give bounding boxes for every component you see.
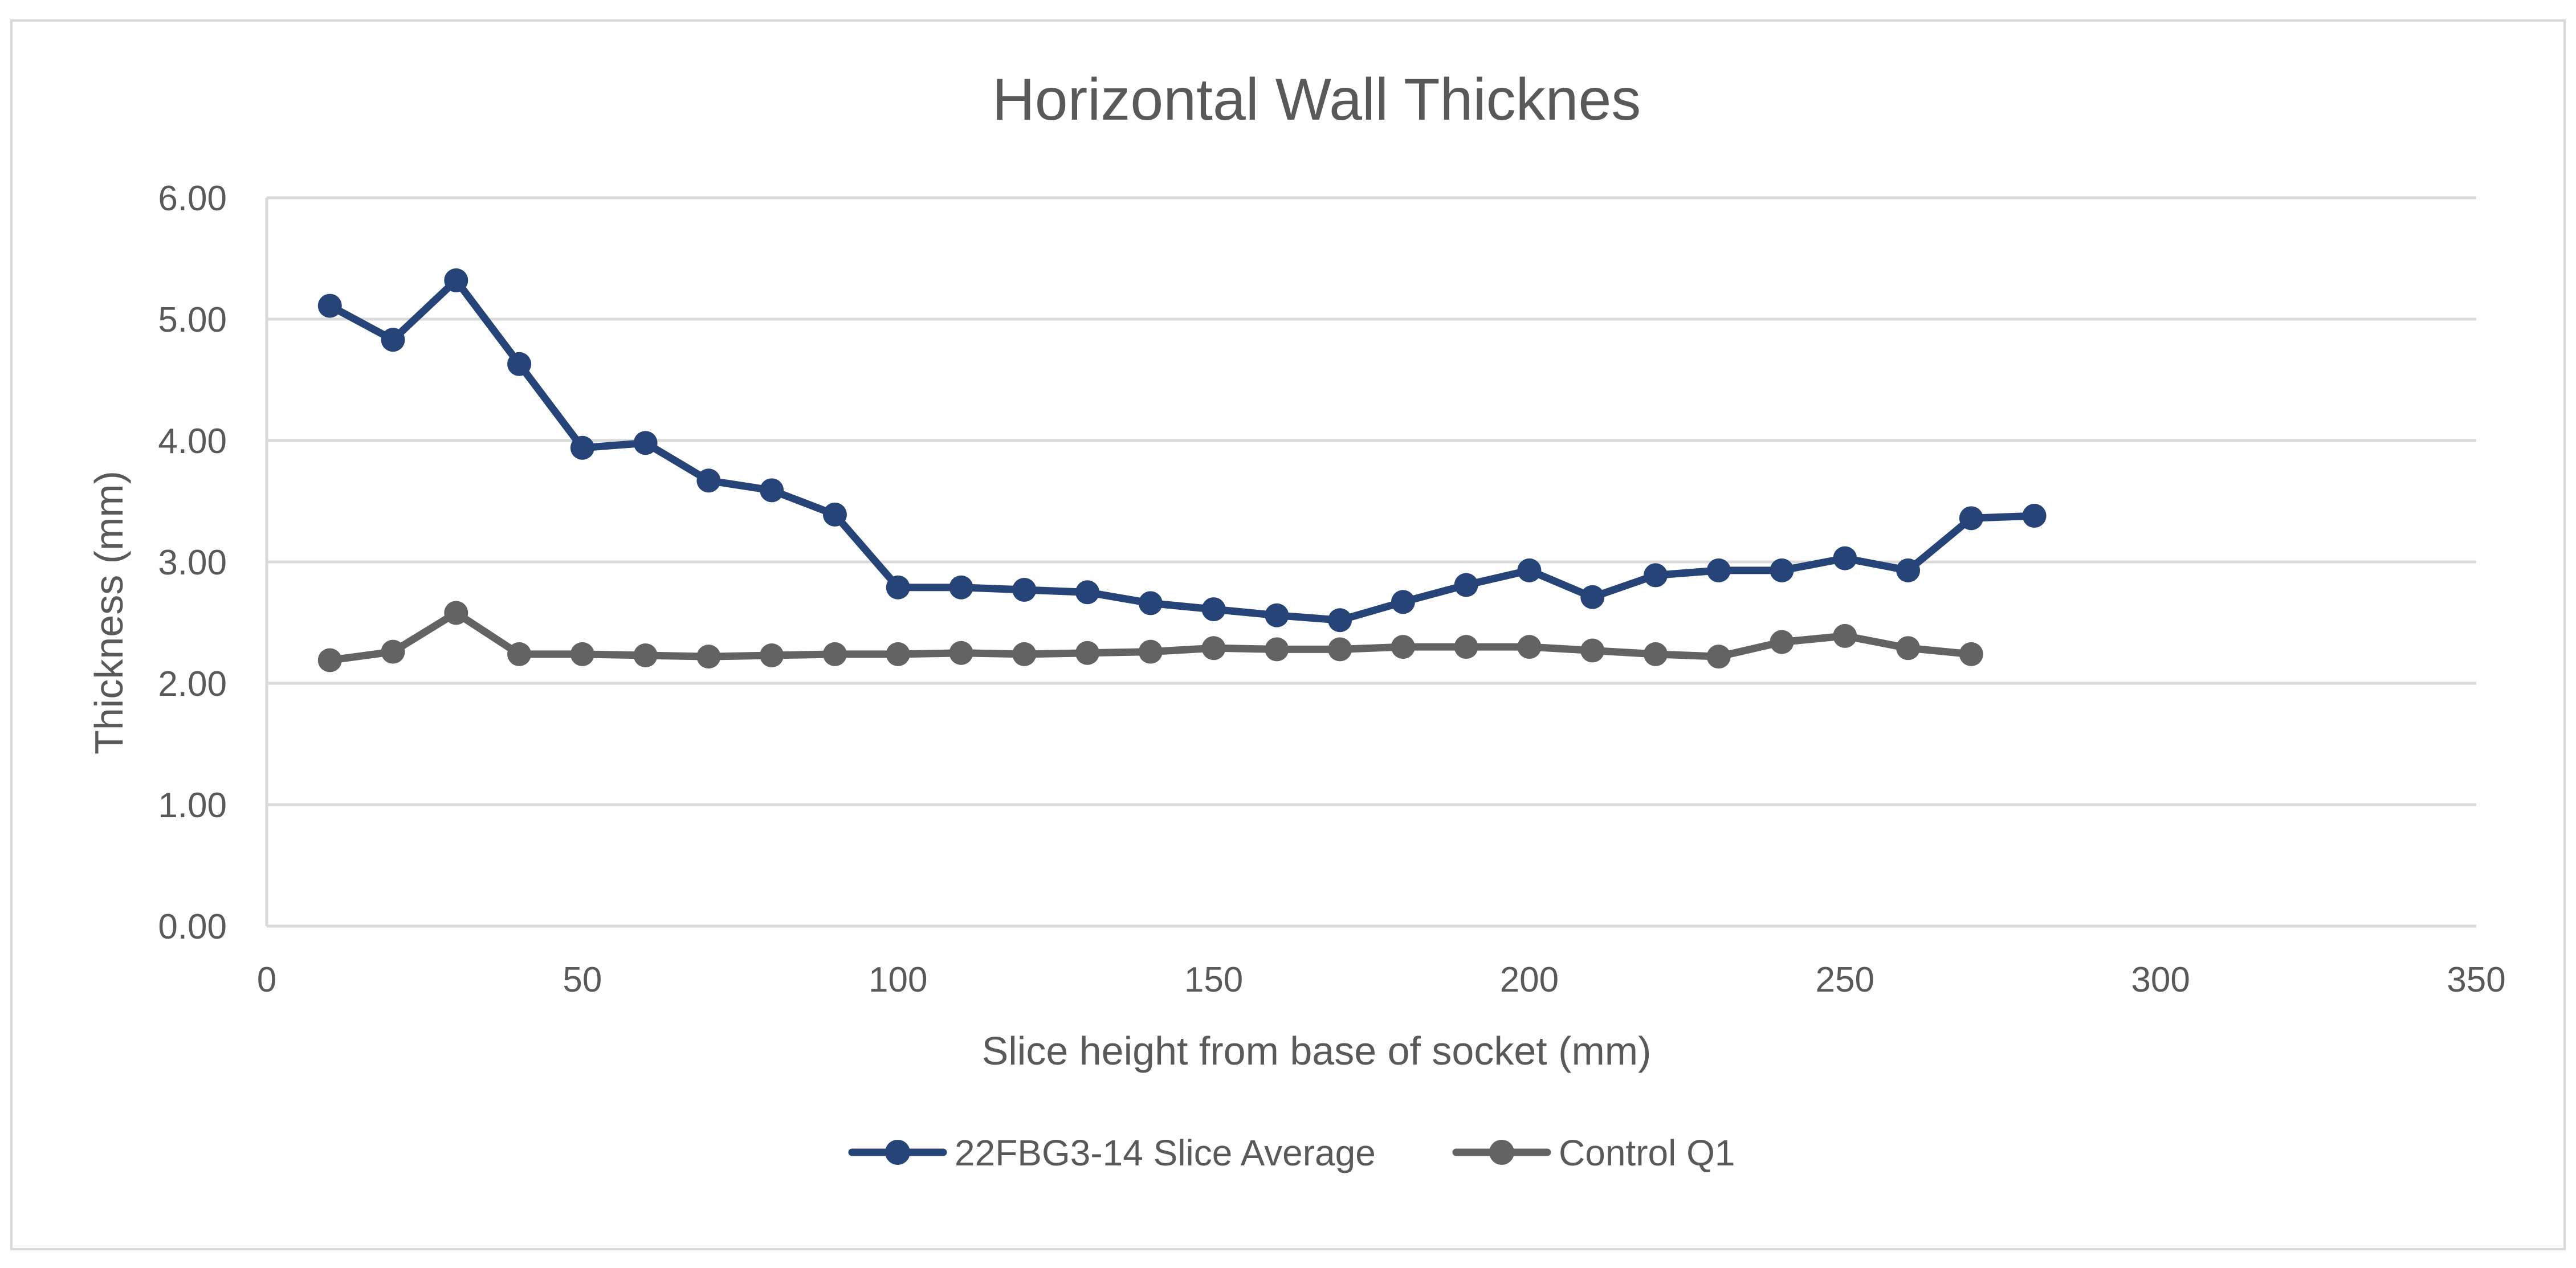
legend[interactable]: 22FBG3-14 Slice Average Control Q1 bbox=[848, 1132, 1735, 1173]
y-tick-label: 4.00 bbox=[158, 422, 227, 461]
legend-point-marker bbox=[885, 1140, 910, 1165]
data-point bbox=[949, 575, 973, 600]
y-tick-label: 3.00 bbox=[158, 543, 227, 582]
data-point bbox=[1201, 597, 1226, 622]
x-tick-label: 300 bbox=[2131, 960, 2190, 1000]
y-tick-label: 1.00 bbox=[158, 786, 227, 825]
data-point bbox=[696, 468, 721, 493]
chart-area-border bbox=[10, 19, 2566, 1250]
data-point bbox=[886, 642, 910, 666]
x-tick-label: 100 bbox=[869, 960, 927, 1000]
data-point bbox=[1643, 642, 1668, 666]
data-point bbox=[1896, 636, 1921, 660]
data-point bbox=[1517, 558, 1542, 582]
data-point bbox=[1833, 623, 1857, 648]
x-tick-label: 250 bbox=[1816, 960, 1874, 1000]
x-axis-ticks: 0 50 100 150 200 250 300 350 bbox=[257, 960, 2506, 1000]
data-point bbox=[1265, 637, 1289, 662]
series-1 bbox=[317, 268, 2047, 633]
data-point bbox=[1138, 639, 1163, 664]
data-point bbox=[822, 642, 847, 666]
data-point bbox=[444, 601, 468, 625]
data-point bbox=[444, 268, 468, 292]
data-point bbox=[2022, 504, 2047, 528]
data-point bbox=[1959, 642, 1983, 666]
y-tick-label: 2.00 bbox=[158, 664, 227, 704]
data-point bbox=[1517, 635, 1542, 659]
data-point bbox=[1391, 635, 1415, 659]
data-point bbox=[1770, 558, 1794, 582]
data-point bbox=[381, 328, 405, 352]
data-point bbox=[317, 293, 342, 318]
data-point bbox=[317, 648, 342, 672]
data-point bbox=[1391, 590, 1415, 614]
data-point bbox=[570, 435, 594, 460]
data-point bbox=[1012, 642, 1037, 666]
data-point bbox=[760, 643, 784, 668]
data-point bbox=[1833, 546, 1857, 570]
x-tick-label: 200 bbox=[1500, 960, 1559, 1000]
data-point bbox=[633, 643, 658, 668]
series-line bbox=[326, 276, 2039, 624]
data-point bbox=[1012, 577, 1037, 602]
legend-label: 22FBG3-14 Slice Average bbox=[955, 1132, 1376, 1173]
x-tick-label: 50 bbox=[563, 960, 602, 1000]
data-point bbox=[1706, 645, 1731, 669]
data-point bbox=[822, 502, 847, 527]
data-point bbox=[1770, 630, 1794, 654]
y-tick-label: 6.00 bbox=[158, 179, 227, 218]
legend-item[interactable]: 22FBG3-14 Slice Average bbox=[848, 1132, 1376, 1173]
legend-label: Control Q1 bbox=[1559, 1132, 1735, 1173]
data-point bbox=[1328, 637, 1352, 662]
x-axis-title: Slice height from base of socket (mm) bbox=[982, 1029, 1652, 1073]
data-point bbox=[1138, 591, 1163, 615]
chart-title: Horizontal Wall Thicknes bbox=[992, 67, 1641, 133]
data-point bbox=[949, 641, 973, 665]
y-tick-label: 0.00 bbox=[158, 907, 227, 947]
data-point bbox=[696, 645, 721, 669]
x-tick-label: 150 bbox=[1184, 960, 1243, 1000]
data-point bbox=[1580, 585, 1605, 609]
data-point bbox=[1643, 563, 1668, 588]
data-point bbox=[1706, 558, 1731, 582]
data-point bbox=[1959, 506, 1983, 531]
x-tick-label: 0 bbox=[257, 960, 276, 1000]
data-point bbox=[507, 352, 532, 376]
gridlines bbox=[267, 196, 2476, 806]
data-point bbox=[381, 639, 405, 664]
data-point bbox=[1075, 580, 1100, 605]
data-point bbox=[1580, 638, 1605, 663]
data-point bbox=[1201, 636, 1226, 660]
data-point bbox=[570, 642, 594, 666]
data-point bbox=[760, 478, 784, 503]
data-point bbox=[1454, 573, 1478, 597]
y-axis-ticks: 0.00 1.00 2.00 3.00 4.00 5.00 6.00 bbox=[158, 179, 227, 947]
data-point bbox=[1896, 558, 1921, 582]
data-point bbox=[1328, 608, 1352, 633]
series-2 bbox=[317, 601, 1983, 672]
x-tick-label: 350 bbox=[2447, 960, 2505, 1000]
legend-point-marker bbox=[1489, 1140, 1514, 1165]
legend-item[interactable]: Control Q1 bbox=[1452, 1132, 1735, 1173]
data-point bbox=[1454, 635, 1478, 659]
y-tick-label: 5.00 bbox=[158, 300, 227, 340]
data-point bbox=[886, 575, 910, 600]
data-point bbox=[1075, 641, 1100, 665]
data-point bbox=[633, 431, 658, 455]
plot-series bbox=[317, 268, 2047, 672]
data-point bbox=[1265, 603, 1289, 627]
x-axis bbox=[265, 198, 2476, 928]
data-point bbox=[507, 642, 532, 666]
y-axis-title: Thickness (mm) bbox=[87, 471, 131, 755]
